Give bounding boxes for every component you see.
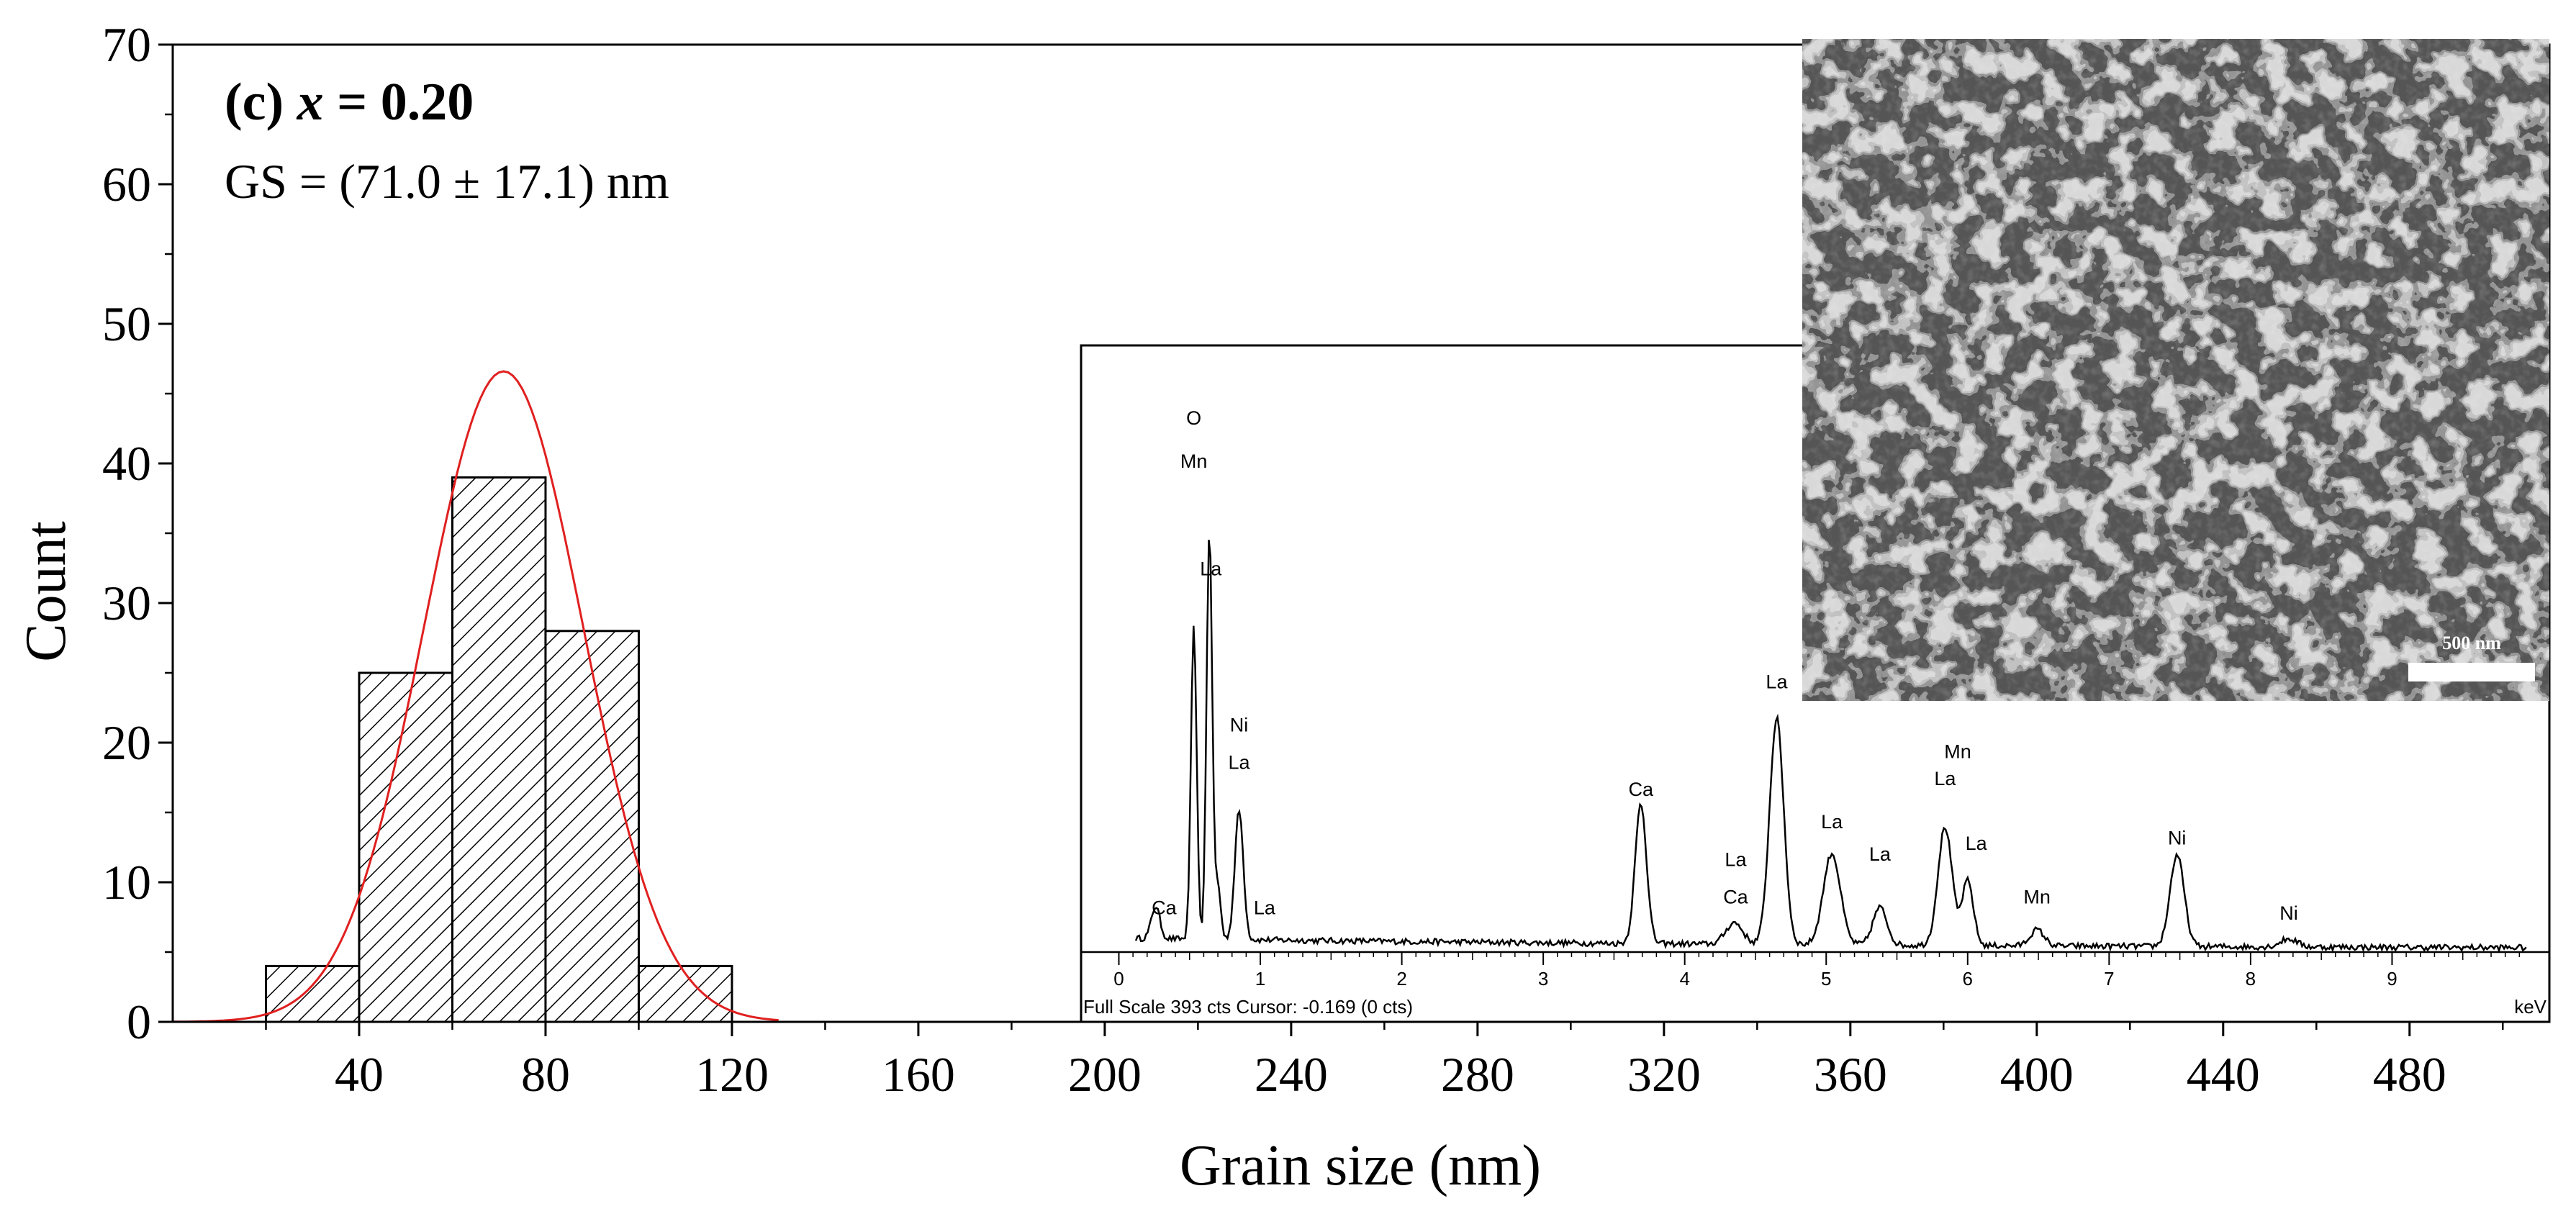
eds-peak-label: La [1200, 558, 1222, 579]
eds-peak-label: La [1254, 897, 1276, 919]
eds-peak-label: Ca [1723, 887, 1748, 908]
x-tick-label: 280 [1441, 1047, 1514, 1102]
eds-tick-label: 8 [2246, 968, 2256, 989]
sem-scale-bar-label: 500 nm [2442, 633, 2501, 653]
gaussian-fit-curve [173, 370, 779, 1023]
eds-tick-label: 5 [1821, 968, 1831, 989]
eds-status-text: Full Scale 393 cts Cursor: -0.169 (0 cts… [1083, 996, 1413, 1018]
x-tick-label: 80 [521, 1047, 570, 1102]
y-tick-label: 20 [102, 715, 151, 770]
panel-label: (c) x = 0.20 [225, 73, 474, 132]
x-tick-label: 400 [2000, 1047, 2074, 1102]
x-tick-label: 240 [1255, 1047, 1328, 1102]
eds-peak-label: Ni [2279, 902, 2298, 924]
eds-peak-label: Mn [1180, 450, 1208, 472]
eds-peak-label: Ca [1629, 779, 1654, 800]
y-tick-label: 50 [102, 296, 151, 351]
histogram-bar [358, 671, 453, 1023]
grain-size-annotation: GS = (71.0 ± 17.1) nm [225, 154, 669, 209]
eds-tick-label: 0 [1113, 968, 1124, 989]
eds-peak-label: Mn [1944, 741, 1971, 763]
eds-peak-label: La [1934, 768, 1956, 789]
eds-tick-label: 7 [2104, 968, 2114, 989]
histogram-bar [264, 964, 361, 1023]
eds-unit-label: keV [2514, 996, 2546, 1018]
sem-scale-bar [2408, 663, 2535, 681]
eds-peak-label: O [1186, 407, 1201, 429]
x-tick-label: 320 [1627, 1047, 1701, 1102]
y-tick-label: 10 [102, 855, 151, 910]
x-tick-label: 480 [2373, 1047, 2446, 1102]
y-tick-label: 40 [102, 436, 151, 491]
x-tick-label: 160 [882, 1047, 955, 1102]
eds-tick-label: 2 [1396, 968, 1406, 989]
eds-peak-label: La [1229, 752, 1251, 774]
y-tick-label: 0 [127, 995, 151, 1049]
eds-peak-label: La [1725, 848, 1747, 870]
eds-peak-label: Ni [2168, 827, 2187, 848]
eds-spectrum-line [1134, 540, 2527, 953]
x-tick-label: 360 [1814, 1047, 1887, 1102]
histogram-bar [544, 630, 640, 1023]
eds-peak-label: La [1766, 671, 1788, 692]
eds-peak-label: Mn [2023, 887, 2051, 908]
y-tick-label: 60 [102, 157, 151, 212]
eds-tick-label: 6 [1963, 968, 1973, 989]
eds-peak-label: La [1966, 833, 1988, 854]
sem-micrograph-inset: 500 nm [1802, 39, 2549, 701]
eds-peak-label: Ca [1152, 897, 1177, 919]
y-tick-label: 30 [102, 576, 151, 630]
y-axis-title: Count [14, 521, 78, 662]
y-tick-label: 70 [102, 17, 151, 72]
eds-tick-label: 1 [1255, 968, 1265, 989]
x-tick-label: 440 [2187, 1047, 2260, 1102]
eds-tick-label: 3 [1538, 968, 1548, 989]
x-tick-label: 200 [1068, 1047, 1142, 1102]
eds-tick-label: 4 [1679, 968, 1689, 989]
x-axis-title: Grain size (nm) [1180, 1134, 1541, 1197]
eds-tick-label: 9 [2387, 968, 2397, 989]
x-tick-label: 40 [335, 1047, 384, 1102]
eds-peak-label: La [1821, 811, 1843, 833]
histogram-bar [451, 476, 547, 1023]
eds-peak-label: Ni [1230, 714, 1249, 735]
x-tick-label: 120 [695, 1047, 769, 1102]
eds-peak-label: La [1869, 843, 1892, 865]
